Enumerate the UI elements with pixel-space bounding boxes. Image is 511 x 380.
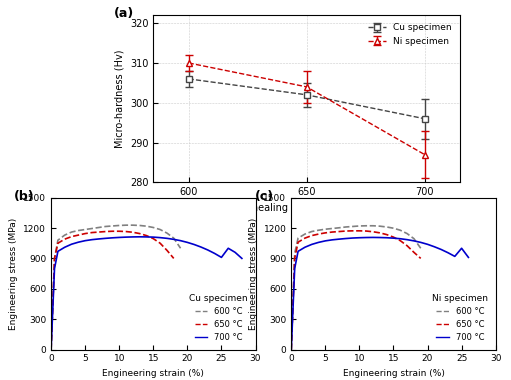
Y-axis label: Engineering stress (MPa): Engineering stress (MPa) [249,217,258,330]
X-axis label: Engineering strain (%): Engineering strain (%) [102,369,204,378]
X-axis label: Annealing temperature (°C): Annealing temperature (°C) [239,203,375,213]
Y-axis label: Micro-hardness (Hv): Micro-hardness (Hv) [114,49,124,148]
Y-axis label: Engineering stress (MPa): Engineering stress (MPa) [9,217,18,330]
X-axis label: Engineering strain (%): Engineering strain (%) [342,369,445,378]
Text: (b): (b) [14,190,35,203]
Legend: 600 °C, 650 °C, 700 °C: 600 °C, 650 °C, 700 °C [429,290,492,345]
Legend: Cu specimen, Ni specimen: Cu specimen, Ni specimen [364,20,455,49]
Legend: 600 °C, 650 °C, 700 °C: 600 °C, 650 °C, 700 °C [186,290,251,345]
Text: (a): (a) [113,7,134,20]
Text: (c): (c) [254,190,273,203]
